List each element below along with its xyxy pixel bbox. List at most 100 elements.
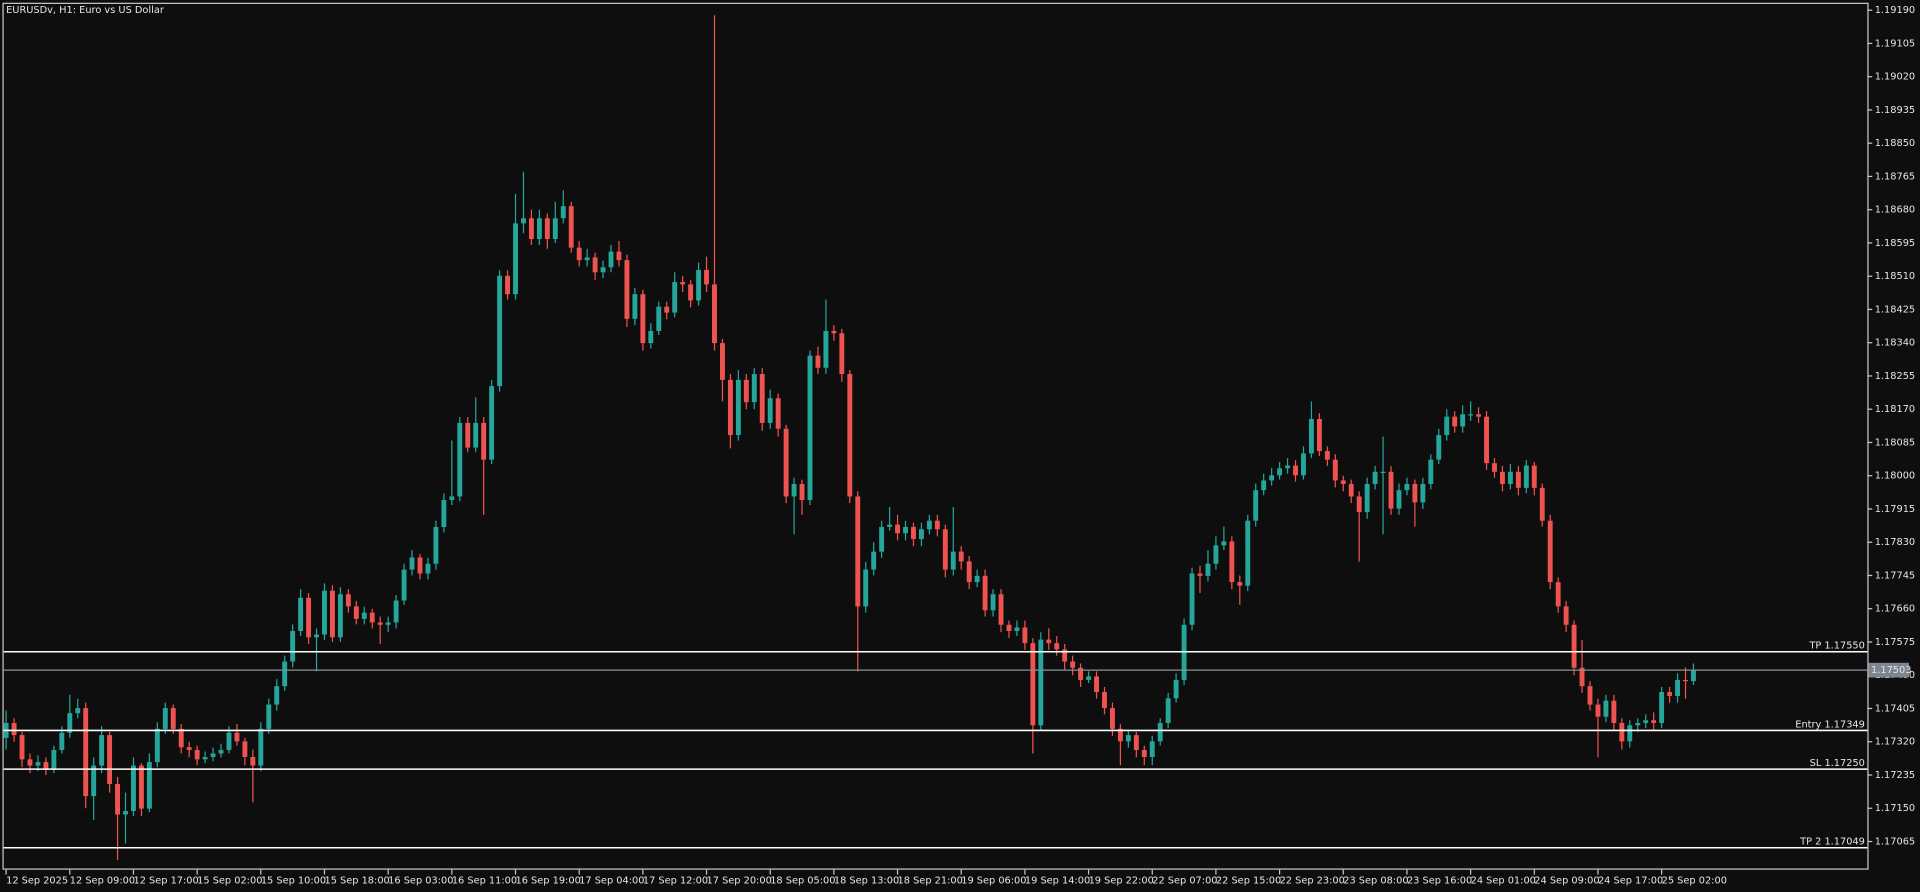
candle-body bbox=[1452, 416, 1458, 427]
x-tick-label: 18 Sep 21:00 bbox=[898, 876, 963, 887]
y-tick-label: 1.19105 bbox=[1875, 38, 1915, 49]
candle-body bbox=[1380, 471, 1386, 474]
candle-body bbox=[791, 483, 797, 497]
last-price-label: 1.17503 bbox=[1871, 665, 1911, 676]
x-tick-label: 25 Sep 02:00 bbox=[1662, 876, 1727, 887]
candle-body bbox=[720, 343, 725, 380]
y-tick-label: 1.18085 bbox=[1875, 437, 1915, 448]
candle-body bbox=[831, 330, 837, 334]
candle-body bbox=[19, 735, 25, 760]
candle-body bbox=[974, 575, 980, 583]
candle-body bbox=[783, 428, 789, 497]
y-tick-label: 1.17065 bbox=[1875, 837, 1915, 848]
candle-body bbox=[1102, 692, 1107, 709]
candle-body bbox=[1500, 471, 1505, 484]
candle-body bbox=[1571, 624, 1577, 668]
candle-body bbox=[345, 594, 351, 607]
candle-body bbox=[560, 206, 566, 219]
x-tick-label: 22 Sep 15:00 bbox=[1216, 876, 1281, 887]
candle-body bbox=[767, 398, 773, 423]
candle-body bbox=[1619, 722, 1625, 742]
candle-body bbox=[91, 765, 97, 797]
candle-body bbox=[1364, 483, 1370, 513]
candle-body bbox=[425, 563, 431, 574]
candle-body bbox=[194, 749, 200, 760]
candle-body bbox=[1117, 728, 1123, 742]
candle-body bbox=[1173, 679, 1179, 699]
candle-body bbox=[982, 575, 988, 611]
candle-body bbox=[274, 686, 280, 705]
y-tick-label: 1.19190 bbox=[1875, 5, 1915, 16]
candle-body bbox=[815, 355, 821, 368]
x-tick-label: 19 Sep 22:00 bbox=[1089, 876, 1154, 887]
candle-body bbox=[11, 722, 17, 736]
candle-body bbox=[59, 732, 65, 750]
candle-body bbox=[417, 557, 423, 574]
candle-body bbox=[242, 741, 248, 758]
y-tick-label: 1.18680 bbox=[1875, 205, 1915, 216]
candle-body bbox=[1165, 698, 1171, 723]
candle-body bbox=[51, 749, 57, 770]
candle-body bbox=[680, 282, 686, 285]
candle-body bbox=[123, 810, 128, 815]
level-label: Entry 1.17349 bbox=[1795, 719, 1865, 730]
candle-body bbox=[998, 594, 1004, 625]
plot-frame bbox=[2, 2, 1869, 870]
candle-body bbox=[624, 260, 630, 319]
x-tick-label: 12 Sep 17:00 bbox=[133, 876, 198, 887]
candle-body bbox=[290, 631, 296, 662]
x-tick-label: 17 Sep 12:00 bbox=[643, 876, 708, 887]
candle-body bbox=[178, 728, 184, 748]
y-tick-label: 1.18935 bbox=[1875, 105, 1915, 116]
candle-body bbox=[1563, 606, 1569, 625]
candle-body bbox=[1277, 468, 1283, 476]
candle-body bbox=[600, 267, 606, 273]
candle-body bbox=[266, 704, 272, 729]
x-tick-label: 17 Sep 20:00 bbox=[707, 876, 772, 887]
candle-body bbox=[863, 569, 869, 607]
candle-body bbox=[353, 606, 359, 619]
candle-body bbox=[1014, 627, 1020, 632]
x-tick-label: 12 Sep 2025 bbox=[6, 876, 68, 887]
candle-body bbox=[807, 355, 813, 500]
y-tick-label: 1.17575 bbox=[1875, 637, 1915, 648]
candle-body bbox=[107, 735, 113, 784]
candle-body bbox=[1125, 735, 1131, 742]
y-tick-label: 1.17235 bbox=[1875, 770, 1915, 781]
candle-body bbox=[1141, 749, 1147, 758]
candle-body bbox=[887, 524, 893, 527]
candle-body bbox=[186, 747, 192, 750]
candle-body bbox=[146, 762, 152, 809]
candle-body bbox=[35, 762, 41, 766]
candle-body bbox=[67, 713, 73, 733]
candle-body bbox=[1301, 453, 1306, 476]
candle-body bbox=[855, 496, 861, 607]
candle-body bbox=[115, 783, 120, 815]
candle-body bbox=[1675, 679, 1680, 696]
candle-body bbox=[743, 379, 749, 403]
candle-body bbox=[1476, 414, 1482, 417]
candle-body bbox=[911, 526, 916, 540]
candle-body bbox=[1285, 465, 1290, 469]
candle-body bbox=[592, 257, 598, 273]
last-price-box bbox=[1868, 662, 1909, 678]
candle-body bbox=[298, 597, 304, 632]
x-tick-label: 16 Sep 03:00 bbox=[388, 876, 453, 887]
candle-body bbox=[1595, 704, 1601, 717]
x-tick-label: 15 Sep 10:00 bbox=[261, 876, 326, 887]
candle-body bbox=[1643, 720, 1649, 723]
y-tick-label: 1.18595 bbox=[1875, 238, 1915, 249]
x-tick-label: 15 Sep 18:00 bbox=[324, 876, 389, 887]
candle-body bbox=[1030, 643, 1036, 726]
candle-body bbox=[210, 753, 216, 758]
candle-body bbox=[1197, 573, 1203, 576]
candle-body bbox=[958, 551, 964, 562]
candle-body bbox=[393, 600, 399, 623]
candle-body bbox=[735, 379, 741, 436]
candle-body bbox=[1579, 667, 1585, 687]
candle-body bbox=[361, 612, 367, 619]
candle-body bbox=[1316, 418, 1322, 452]
